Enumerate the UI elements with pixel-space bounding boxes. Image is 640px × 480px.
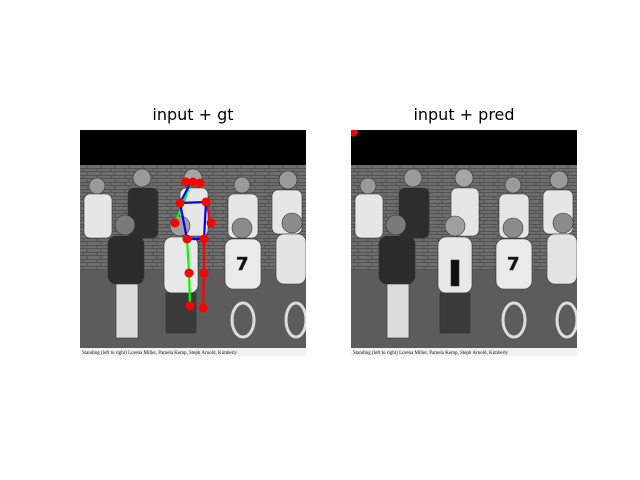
panel-title-gt: input + gt (152, 105, 234, 124)
pred-keypoint (351, 130, 358, 137)
caption-strip (351, 348, 577, 356)
caption-strip (80, 348, 306, 356)
photo-with-gt-skeleton: Standing (left to right) Lorena Miller, … (80, 130, 306, 356)
black-pad-top (351, 130, 577, 165)
photo-caption: Standing (left to right) Lorena Miller, … (353, 351, 509, 356)
photo-with-pred-skeleton: Standing (left to right) Lorena Miller, … (351, 130, 577, 356)
panel-title-pred: input + pred (413, 105, 515, 124)
photo-caption: Standing (left to right) Lorena Miller, … (82, 351, 238, 356)
panel-input-gt: Standing (left to right) Lorena Miller, … (80, 130, 306, 356)
svg-text:7: 7 (236, 254, 249, 275)
gt-keypoints (170, 177, 216, 313)
panel-input-pred: Standing (left to right) Lorena Miller, … (351, 130, 577, 356)
front-row: 7 (378, 212, 577, 339)
svg-text:7: 7 (507, 254, 520, 275)
black-pad-top (80, 130, 306, 165)
